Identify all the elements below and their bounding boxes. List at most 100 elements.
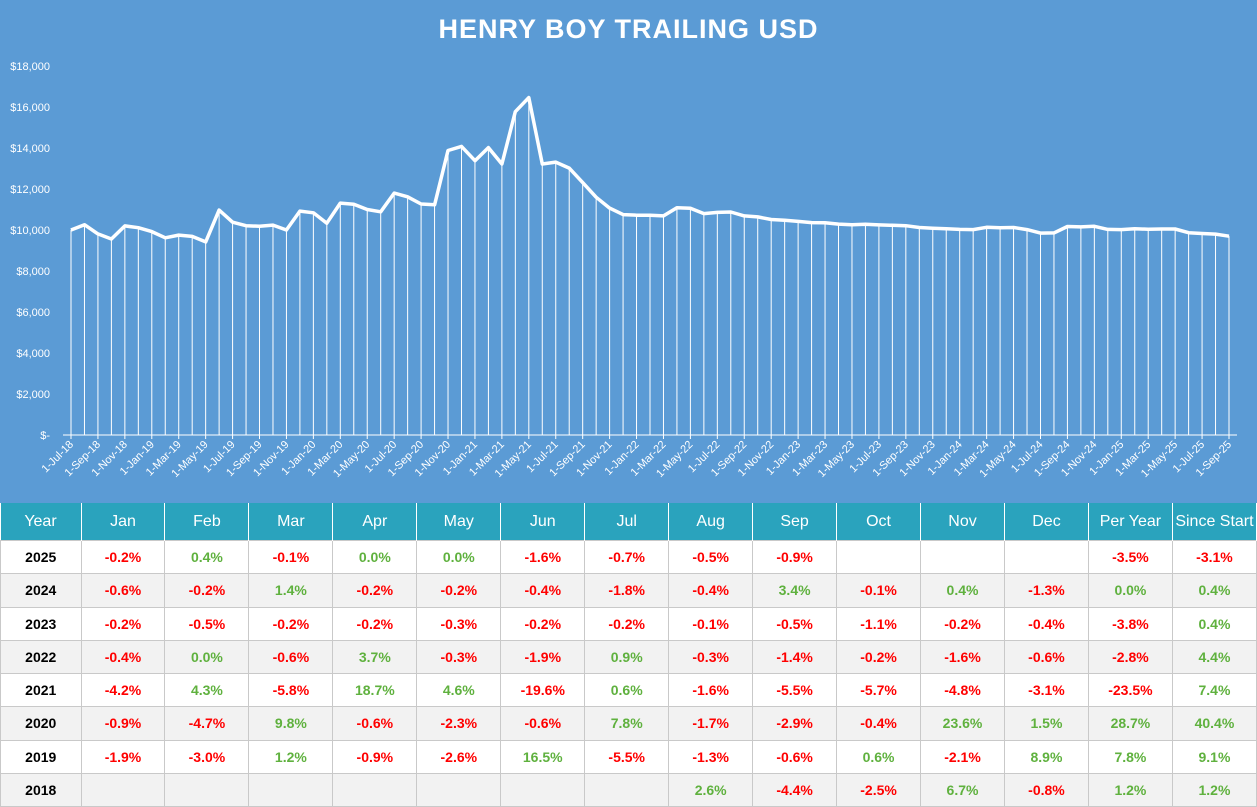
return-cell: -0.6% bbox=[1003, 639, 1089, 675]
return-cell: 0.0% bbox=[164, 639, 250, 675]
return-cell: -0.6% bbox=[248, 639, 334, 675]
y-tick-label: $14,000 bbox=[10, 143, 50, 155]
return-cell: 28.7% bbox=[1087, 706, 1173, 741]
column-header: Feb bbox=[164, 503, 250, 541]
column-header: May bbox=[416, 503, 502, 541]
column-header: Dec bbox=[1004, 503, 1089, 541]
column-header: Nov bbox=[920, 503, 1005, 541]
return-cell: -4.7% bbox=[164, 706, 250, 741]
y-tick-label: $8,000 bbox=[16, 266, 50, 278]
return-cell: -0.2% bbox=[500, 606, 586, 641]
return-cell: -0.9% bbox=[80, 706, 166, 741]
year-cell: 2018 bbox=[0, 772, 82, 807]
return-cell bbox=[1003, 539, 1089, 575]
return-cell: 7.4% bbox=[1171, 672, 1257, 708]
return-cell: -1.3% bbox=[668, 739, 754, 774]
table-row: 2024 -0.6% -0.2% 1.4% -0.2% -0.2% -0.4% -1.8% -0… bbox=[0, 573, 1257, 608]
return-cell bbox=[836, 539, 922, 575]
return-cell: 40.4% bbox=[1171, 706, 1257, 741]
table-row: 2025 -0.2% 0.4% -0.1% 0.0% 0.0% -1.6% -0.7% -0.5… bbox=[0, 539, 1257, 575]
column-header: Jan bbox=[81, 503, 166, 541]
return-cell: -3.8% bbox=[1087, 606, 1173, 641]
return-cell: 18.7% bbox=[332, 672, 418, 708]
year-cell: 2025 bbox=[0, 539, 82, 575]
return-cell: -1.8% bbox=[584, 573, 670, 608]
return-cell: 6.7% bbox=[920, 772, 1005, 807]
return-cell: 4.6% bbox=[416, 672, 502, 708]
table-row: 2020 -0.9% -4.7% 9.8% -0.6% -2.3% -0.6% 7.8% -1.… bbox=[0, 706, 1257, 741]
return-cell: -3.5% bbox=[1087, 539, 1173, 575]
return-cell: -1.9% bbox=[500, 639, 586, 675]
y-tick-label: $6,000 bbox=[16, 307, 50, 319]
return-cell: 3.4% bbox=[752, 573, 838, 608]
return-cell: -0.2% bbox=[80, 539, 166, 575]
return-cell: -0.3% bbox=[416, 639, 502, 675]
table-header-row: Year Jan Feb Mar Apr May Jun Jul Aug Sep Oct Nov Dec… bbox=[0, 503, 1257, 541]
return-cell: -0.1% bbox=[248, 539, 334, 575]
return-cell bbox=[500, 772, 586, 807]
y-tick-label: $4,000 bbox=[16, 348, 50, 360]
y-tick-label: $12,000 bbox=[10, 184, 50, 196]
return-cell: -2.5% bbox=[836, 772, 922, 807]
return-cell: -0.2% bbox=[332, 573, 418, 608]
return-cell: -0.6% bbox=[500, 706, 586, 741]
return-cell: -0.4% bbox=[836, 706, 922, 741]
y-tick-label: $10,000 bbox=[10, 225, 50, 237]
return-cell bbox=[416, 772, 502, 807]
year-cell: 2023 bbox=[0, 606, 82, 641]
return-cell: 4.4% bbox=[1171, 639, 1257, 675]
return-cell: 0.0% bbox=[332, 539, 418, 575]
return-cell: -0.5% bbox=[668, 539, 754, 575]
return-cell: -1.6% bbox=[668, 672, 754, 708]
return-cell: -0.1% bbox=[668, 606, 754, 641]
return-cell: 7.8% bbox=[1087, 739, 1173, 774]
return-cell: 0.6% bbox=[584, 672, 670, 708]
return-cell: 1.4% bbox=[248, 573, 334, 608]
return-cell: -2.6% bbox=[416, 739, 502, 774]
chart-title: HENRY BOY TRAILING USD bbox=[438, 14, 819, 44]
return-cell: 1.2% bbox=[1087, 772, 1173, 807]
return-cell: -0.4% bbox=[668, 573, 754, 608]
return-cell: 1.2% bbox=[248, 739, 334, 774]
column-header: Aug bbox=[668, 503, 754, 541]
return-cell bbox=[248, 772, 334, 807]
column-header: Mar bbox=[248, 503, 334, 541]
table-row: 2021 -4.2% 4.3% -5.8% 18.7% 4.6% -19.6% 0.6% -1.… bbox=[0, 672, 1257, 708]
return-cell: -0.6% bbox=[80, 573, 166, 608]
return-cell: -1.1% bbox=[836, 606, 922, 641]
return-cell bbox=[80, 772, 166, 807]
table-row: 2018 2.6% -4.4% -2.5% 6.7% -0.8% 1.2% 1.2% bbox=[0, 772, 1257, 807]
return-cell: 16.5% bbox=[500, 739, 586, 774]
return-cell: -0.2% bbox=[164, 573, 250, 608]
return-cell: -2.3% bbox=[416, 706, 502, 741]
return-cell: 7.8% bbox=[584, 706, 670, 741]
return-cell: -5.5% bbox=[752, 672, 838, 708]
return-cell: 0.9% bbox=[584, 639, 670, 675]
y-tick-label: $- bbox=[40, 430, 50, 442]
return-cell: -0.6% bbox=[332, 706, 418, 741]
column-header: Apr bbox=[332, 503, 418, 541]
return-cell: -0.9% bbox=[332, 739, 418, 774]
return-cell: -0.2% bbox=[248, 606, 334, 641]
return-cell: 0.4% bbox=[920, 573, 1005, 608]
return-cell: -2.8% bbox=[1087, 639, 1173, 675]
return-cell: -5.5% bbox=[584, 739, 670, 774]
return-cell: 9.1% bbox=[1171, 739, 1257, 774]
table-body: 2025 -0.2% 0.4% -0.1% 0.0% 0.0% -1.6% -0.7% -0.5… bbox=[0, 539, 1257, 807]
return-cell: 23.6% bbox=[920, 706, 1005, 741]
column-header: Jun bbox=[500, 503, 586, 541]
return-cell: -0.3% bbox=[416, 606, 502, 641]
return-cell: -1.9% bbox=[80, 739, 166, 774]
return-cell: 0.4% bbox=[164, 539, 250, 575]
return-cell: -23.5% bbox=[1087, 672, 1173, 708]
return-cell bbox=[332, 772, 418, 807]
return-cell: -4.2% bbox=[80, 672, 166, 708]
return-cell: 1.5% bbox=[1003, 706, 1089, 741]
table-row: 2023 -0.2% -0.5% -0.2% -0.2% -0.3% -0.2% -0.2% -… bbox=[0, 606, 1257, 641]
year-cell: 2020 bbox=[0, 706, 82, 741]
return-cell: -3.1% bbox=[1171, 539, 1257, 575]
table-row: 2019 -1.9% -3.0% 1.2% -0.9% -2.6% 16.5% -5.5% -1… bbox=[0, 739, 1257, 774]
return-cell: 0.6% bbox=[836, 739, 922, 774]
return-cell bbox=[584, 772, 670, 807]
return-cell: -5.7% bbox=[836, 672, 922, 708]
